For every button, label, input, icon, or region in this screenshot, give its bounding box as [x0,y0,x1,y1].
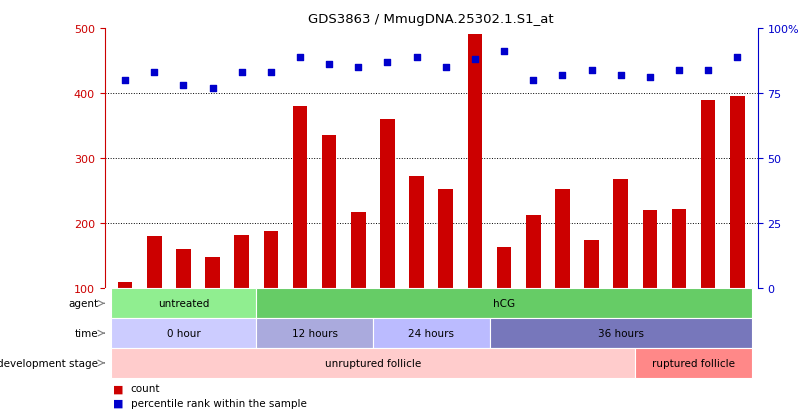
Bar [635,348,752,378]
Bar [147,237,162,354]
Bar [489,318,752,348]
Point [177,83,190,89]
Point [235,70,248,76]
Text: time: time [75,328,98,338]
Point [206,85,219,92]
Text: count: count [131,383,160,393]
Bar [671,209,686,354]
Bar [110,289,256,318]
Bar [467,36,482,354]
Text: untreated: untreated [158,299,210,309]
Bar [293,107,307,354]
Bar [438,190,453,354]
Bar [409,177,424,354]
Text: development stage: development stage [0,358,98,368]
Point [672,67,685,74]
Bar [730,97,745,354]
Title: GDS3863 / MmugDNA.25302.1.S1_at: GDS3863 / MmugDNA.25302.1.S1_at [309,13,554,26]
Point [352,64,365,71]
Bar [526,216,541,354]
Point [585,67,598,74]
Text: 12 hours: 12 hours [292,328,338,338]
Bar [642,211,657,354]
Point [147,70,160,76]
Text: 24 hours: 24 hours [408,328,455,338]
Bar [264,232,278,354]
Text: ruptured follicle: ruptured follicle [652,358,735,368]
Text: unruptured follicle: unruptured follicle [325,358,421,368]
Point [643,75,656,82]
Text: ■: ■ [113,398,123,408]
Bar [206,258,220,354]
Text: percentile rank within the sample: percentile rank within the sample [131,398,306,408]
Point [410,54,423,61]
Bar [110,348,635,378]
Point [527,78,540,84]
Bar [322,136,336,354]
Bar [256,318,373,348]
Point [381,59,394,66]
Bar [235,235,249,354]
Bar [700,100,716,354]
Bar [177,250,191,354]
Bar [256,289,752,318]
Point [118,78,131,84]
Bar [118,282,132,354]
Bar [555,190,570,354]
Text: agent: agent [69,299,98,309]
Bar [380,120,395,354]
Text: 36 hours: 36 hours [598,328,644,338]
Bar [351,212,366,354]
Bar [613,180,628,354]
Point [293,54,306,61]
Text: hCG: hCG [493,299,515,309]
Point [439,64,452,71]
Bar [110,318,256,348]
Point [731,54,744,61]
Point [614,72,627,79]
Point [702,67,715,74]
Bar [584,240,599,354]
Text: ■: ■ [113,383,123,393]
Text: 0 hour: 0 hour [167,328,201,338]
Point [322,62,335,69]
Point [497,49,510,56]
Point [264,70,277,76]
Point [556,72,569,79]
Point [468,57,481,63]
Bar [373,318,489,348]
Bar [496,248,511,354]
